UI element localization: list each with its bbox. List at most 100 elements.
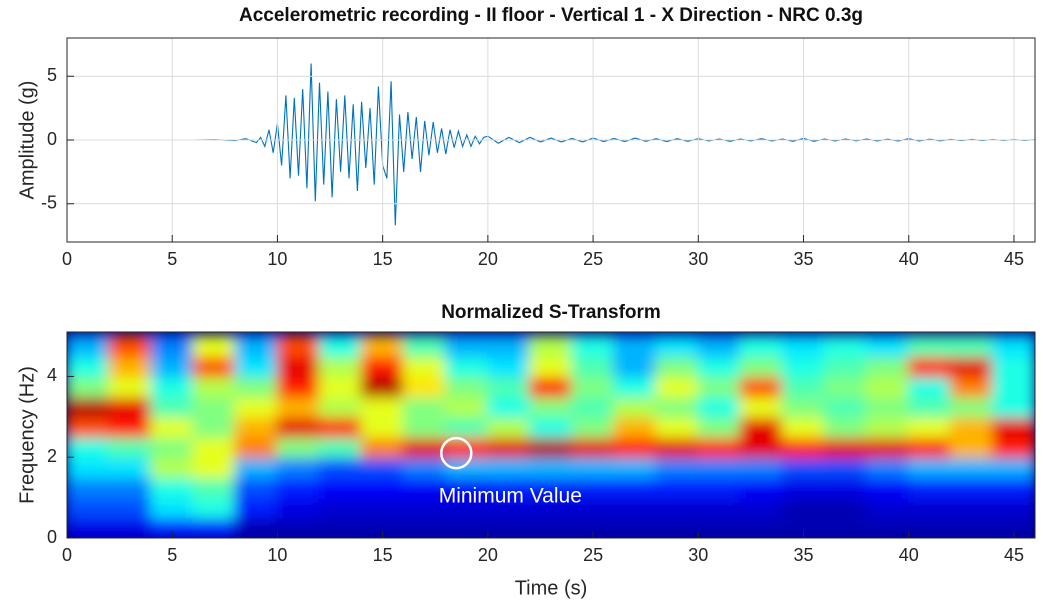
heatmap-cell xyxy=(486,375,531,398)
heatmap-cell xyxy=(444,456,489,479)
heatmap-cell xyxy=(991,355,1035,378)
heatmap-cell xyxy=(108,335,153,358)
heatmap-cell xyxy=(949,476,994,499)
heatmap-cell xyxy=(402,516,447,538)
heatmap-cell xyxy=(402,456,447,479)
heatmap-cell xyxy=(150,476,195,499)
heatmap-cell xyxy=(907,516,952,538)
heatmap-cell xyxy=(655,496,700,519)
heatmap-cell xyxy=(486,436,531,459)
heatmap-cell xyxy=(67,456,111,479)
heatmap-cell xyxy=(444,395,489,418)
heatmap-cell xyxy=(571,375,616,398)
x-tick-label: 25 xyxy=(583,249,603,269)
y-axis-label: Frequency (Hz) xyxy=(16,366,38,504)
heatmap-cell xyxy=(528,436,574,459)
heatmap-cell xyxy=(402,476,447,499)
x-axis-label: Time (s) xyxy=(515,577,588,599)
heatmap-cell xyxy=(318,476,363,499)
heatmap-cell xyxy=(613,516,658,538)
heatmap-cell xyxy=(571,415,616,439)
x-tick-label: 45 xyxy=(1004,545,1024,565)
plot-clip xyxy=(67,63,1035,226)
heatmap-cell xyxy=(907,395,952,418)
heatmap-cell xyxy=(528,516,574,538)
heatmap-cell xyxy=(613,415,658,439)
heatmap-cell xyxy=(150,436,195,459)
heatmap-cell xyxy=(865,335,910,358)
heatmap-cell xyxy=(67,436,111,459)
heatmap-cell xyxy=(991,436,1035,459)
heatmap-cell xyxy=(528,335,574,358)
heatmap-cell xyxy=(360,415,405,439)
heatmap-cell xyxy=(402,436,447,459)
heatmap-cell xyxy=(697,415,742,439)
heatmap-cell xyxy=(234,436,279,459)
heatmap-cell xyxy=(865,436,910,459)
heatmap-cell xyxy=(67,476,111,499)
heatmap-cell xyxy=(949,395,994,418)
x-tick-label: 30 xyxy=(688,545,708,565)
heatmap-cell xyxy=(67,415,111,439)
heatmap-cell xyxy=(781,476,826,499)
heatmap-cell xyxy=(655,516,700,538)
heatmap-cell xyxy=(823,496,868,519)
heatmap-cell xyxy=(150,335,195,358)
heatmap-cell xyxy=(739,516,784,538)
x-tick-label: 40 xyxy=(899,545,919,565)
heatmap-cell xyxy=(865,456,910,479)
heatmap-cell xyxy=(234,476,279,499)
heatmap-cell xyxy=(360,456,405,479)
y-tick-label: 5 xyxy=(47,65,57,85)
heatmap-cell xyxy=(823,516,868,538)
heatmap-cell xyxy=(150,415,195,439)
heatmap-cell xyxy=(108,436,153,459)
heatmap-cell xyxy=(613,395,658,418)
heatmap-cell xyxy=(402,375,447,398)
heatmap-cell xyxy=(613,375,658,398)
heatmap-cell xyxy=(276,375,321,398)
heatmap-cell xyxy=(402,496,447,519)
chart-title: Accelerometric recording - II floor - Ve… xyxy=(239,5,863,26)
heatmap-cell xyxy=(234,395,279,418)
heatmap-cell xyxy=(192,436,237,459)
heatmap-cell xyxy=(192,415,237,439)
signal-line xyxy=(67,63,1035,226)
heatmap-cell xyxy=(360,335,405,358)
heatmap-cells xyxy=(67,335,1035,538)
heatmap-cell xyxy=(150,395,195,418)
heatmap-cell xyxy=(991,496,1035,519)
heatmap-cell xyxy=(150,496,195,519)
heatmap-cell xyxy=(276,395,321,418)
heatmap-cell xyxy=(108,456,153,479)
heatmap-cell xyxy=(108,496,153,519)
heatmap-cell xyxy=(444,476,489,499)
heatmap-cell xyxy=(865,496,910,519)
heatmap-cell xyxy=(276,476,321,499)
heatmap-cell xyxy=(486,516,531,538)
heatmap-cell xyxy=(781,516,826,538)
heatmap-cell xyxy=(192,456,237,479)
heatmap-cell xyxy=(907,355,952,378)
heatmap-cell xyxy=(108,415,153,439)
x-tick-label: 10 xyxy=(267,545,287,565)
x-tick-label: 35 xyxy=(794,249,814,269)
heatmap-cell xyxy=(234,456,279,479)
heatmap-cell xyxy=(949,335,994,358)
heatmap-cell xyxy=(234,516,279,538)
heatmap-cell xyxy=(67,496,111,519)
heatmap-cell xyxy=(949,375,994,398)
x-tick-label: 15 xyxy=(373,249,393,269)
heatmap-cell xyxy=(697,395,742,418)
heatmap-cell xyxy=(108,476,153,499)
heatmap-cell xyxy=(444,516,489,538)
heatmap-cell xyxy=(739,375,784,398)
heatmap-cell xyxy=(108,516,153,538)
heatmap-cell xyxy=(949,415,994,439)
heatmap-cell xyxy=(613,476,658,499)
heatmap-cell xyxy=(781,335,826,358)
heatmap-cell xyxy=(865,375,910,398)
y-axis-label: Amplitude (g) xyxy=(16,81,38,200)
y-tick-label: 0 xyxy=(47,129,57,149)
annotation-text: Minimum Value xyxy=(439,485,582,508)
